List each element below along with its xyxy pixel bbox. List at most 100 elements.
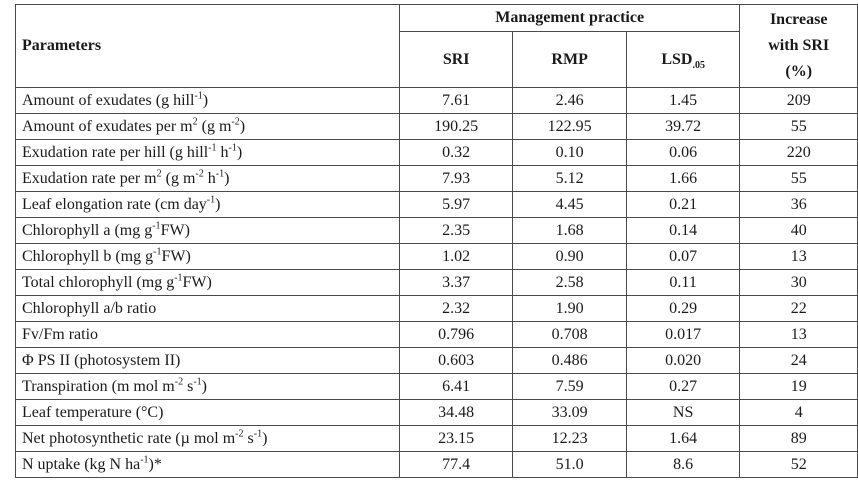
cell-parameter: Φ PS II (photosystem II) xyxy=(15,347,400,374)
cell-parameter: N uptake (kg N ha-1)* xyxy=(15,451,400,478)
header-rmp: RMP xyxy=(512,31,627,88)
parameter-superscript: -1 xyxy=(253,428,263,440)
cell-sri: 34.48 xyxy=(398,399,514,426)
cell-inc: 24 xyxy=(739,347,858,374)
header-increase: Increase with SRI (%) xyxy=(739,4,858,88)
parameter-superscript: 2 xyxy=(156,168,162,180)
parameter-superscript: -1 xyxy=(228,142,237,154)
cell-lsd: 0.27 xyxy=(625,373,741,400)
cell-parameter: Leaf elongation rate (cm day-1) xyxy=(15,191,400,218)
cell-rmp: 0.10 xyxy=(512,139,627,166)
header-row-2: SRI RMP LSD.05 xyxy=(16,31,858,88)
cell-lsd: 0.14 xyxy=(625,217,741,244)
cell-sri: 190.25 xyxy=(398,113,514,140)
table-row: Leaf temperature (°C) 34.48 33.09 NS 4 xyxy=(15,399,858,426)
header-increase-line2: with SRI xyxy=(768,37,830,54)
table-body: Amount of exudates (g hill-1) 7.61 2.46 1.4… xyxy=(15,87,858,478)
header-parameters: Parameters xyxy=(15,4,400,88)
cell-inc: 22 xyxy=(739,295,858,322)
cell-rmp: 1.68 xyxy=(512,217,627,244)
header-management-practice: Management practice xyxy=(398,4,741,32)
parameter-text: Chlorophyll a/b ratio xyxy=(22,299,157,317)
cell-sri: 7.93 xyxy=(398,165,514,192)
cell-rmp: 0.486 xyxy=(512,347,627,374)
cell-rmp: 12.23 xyxy=(512,425,627,452)
table-row: Exudation rate per m2 (g m-2 h-1) 7.93 5.1… xyxy=(15,165,858,192)
parameter-superscript: -1 xyxy=(140,454,149,466)
parameter-text: FW) xyxy=(182,273,212,291)
parameter-superscript: -1 xyxy=(153,246,162,258)
parameter-superscript: 2 xyxy=(192,116,198,128)
cell-rmp: 2.46 xyxy=(512,87,627,114)
cell-inc: 89 xyxy=(739,425,858,452)
parameter-superscript: -1 xyxy=(206,194,216,206)
cell-rmp: 51.0 xyxy=(512,451,627,478)
parameter-text: Amount of exudates per m xyxy=(22,117,193,135)
cell-sri: 6.41 xyxy=(398,373,514,400)
parameter-text: h xyxy=(216,143,229,161)
cell-inc: 36 xyxy=(739,191,858,218)
cell-lsd: NS xyxy=(625,399,741,426)
parameter-text: Fv/Fm ratio xyxy=(22,325,99,343)
cell-inc: 220 xyxy=(739,139,858,166)
cell-rmp: 0.708 xyxy=(512,321,627,348)
parameter-superscript: -2 xyxy=(231,116,240,128)
header-lsd-sub: .05 xyxy=(692,59,705,71)
parameter-text: ) xyxy=(262,429,268,447)
cell-rmp: 7.59 xyxy=(512,373,627,400)
table-row: Transpiration (m mol m-2 s-1) 6.41 7.59 0.2… xyxy=(15,373,858,400)
cell-inc: 13 xyxy=(739,321,858,348)
parameter-superscript: -1 xyxy=(193,376,202,388)
parameter-text: Exudation rate per m xyxy=(22,169,157,187)
cell-lsd: 0.11 xyxy=(625,269,741,296)
parameter-text: Total chlorophyll (mg g xyxy=(22,273,175,291)
cell-rmp: 33.09 xyxy=(512,399,627,426)
parameter-text: ) xyxy=(239,117,246,135)
parameter-text: Leaf elongation rate (cm day xyxy=(22,195,207,213)
table-row: N uptake (kg N ha-1)* 77.4 51.0 8.6 52 xyxy=(15,451,858,478)
cell-sri: 5.97 xyxy=(398,191,514,218)
cell-parameter: Exudation rate per hill (g hill-1 h-1) xyxy=(15,139,400,166)
parameter-text: ) xyxy=(215,195,221,213)
cell-inc: 55 xyxy=(739,113,858,140)
table-row: Amount of exudates (g hill-1) 7.61 2.46 1.4… xyxy=(15,87,858,114)
cell-sri: 77.4 xyxy=(398,451,514,478)
table-row: Chlorophyll b (mg g-1FW) 1.02 0.90 0.07 13 xyxy=(15,243,858,270)
cell-parameter: Fv/Fm ratio xyxy=(15,321,400,348)
cell-lsd: 0.07 xyxy=(625,243,741,270)
cell-sri: 3.37 xyxy=(398,269,514,296)
parameter-text: Leaf temperature (°C) xyxy=(22,403,164,421)
cell-sri: 1.02 xyxy=(398,243,514,270)
cell-sri: 2.32 xyxy=(398,295,514,322)
cell-rmp: 2.58 xyxy=(512,269,627,296)
cell-lsd: 39.72 xyxy=(625,113,741,140)
cell-inc: 4 xyxy=(739,399,858,426)
header-increase-line3: (%) xyxy=(785,63,813,80)
table-row: Fv/Fm ratio 0.796 0.708 0.017 13 xyxy=(15,321,858,348)
cell-inc: 55 xyxy=(739,165,858,192)
cell-inc: 209 xyxy=(739,87,858,114)
cell-rmp: 122.95 xyxy=(512,113,627,140)
parameter-superscript: -1 xyxy=(194,90,203,102)
table-row: Leaf elongation rate (cm day-1) 5.97 4.45 0… xyxy=(15,191,858,218)
table-row: Φ PS II (photosystem II) 0.603 0.486 0.020 2… xyxy=(15,347,858,374)
table-row: Chlorophyll a/b ratio 2.32 1.90 0.29 22 xyxy=(15,295,858,322)
cell-lsd: 0.29 xyxy=(625,295,741,322)
parameter-text: FW) xyxy=(160,221,190,239)
cell-lsd: 1.66 xyxy=(625,165,741,192)
header-lsd-base: LSD xyxy=(661,50,693,68)
cell-parameter: Chlorophyll b (mg g-1FW) xyxy=(15,243,400,270)
table-row: Total chlorophyll (mg g-1FW) 3.37 2.58 0.11… xyxy=(15,269,858,296)
cell-rmp: 1.90 xyxy=(512,295,627,322)
parameter-text: Φ PS II (photosystem II) xyxy=(22,351,181,369)
cell-lsd: 8.6 xyxy=(625,451,741,478)
parameter-text: ) xyxy=(202,91,209,109)
parameter-text: h xyxy=(203,169,216,187)
table-row: Amount of exudates per m2 (g m-2) 190.25 1… xyxy=(15,113,858,140)
cell-parameter: Amount of exudates per m2 (g m-2) xyxy=(15,113,400,140)
parameter-superscript: -1 xyxy=(215,168,225,180)
header-increase-line1: Increase xyxy=(769,11,828,28)
parameter-superscript: -2 xyxy=(174,376,184,388)
parameter-text: (g m xyxy=(161,169,196,187)
parameter-text: FW) xyxy=(161,247,191,265)
